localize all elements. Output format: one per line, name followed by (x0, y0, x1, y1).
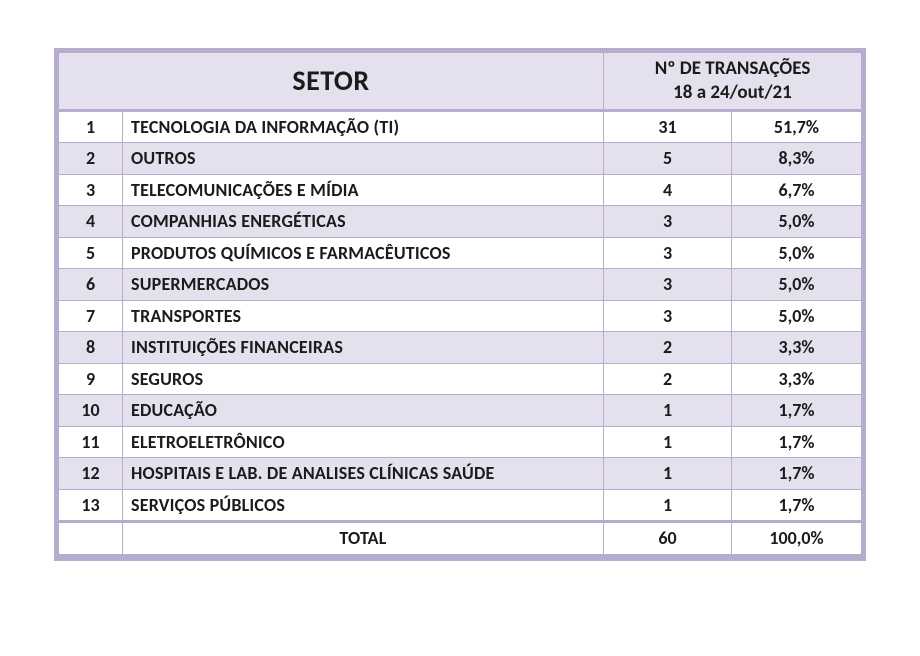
table-row: 9SEGUROS23,3% (59, 363, 862, 395)
cell-count: 1 (604, 426, 732, 458)
cell-count: 2 (604, 363, 732, 395)
header-transactions-line2: 18 a 24/out/21 (610, 81, 855, 105)
cell-rank: 9 (59, 363, 123, 395)
cell-count: 2 (604, 332, 732, 364)
header-transactions-line1: Nº DE TRANSAÇÕES (655, 57, 811, 80)
cell-rank: 5 (59, 237, 123, 269)
cell-count: 31 (604, 110, 732, 143)
cell-percent: 5,0% (732, 269, 862, 301)
cell-percent: 5,0% (732, 300, 862, 332)
cell-count: 5 (604, 143, 732, 175)
cell-sector: SEGUROS (123, 363, 604, 395)
table-body: 1TECNOLOGIA DA INFORMAÇÃO (TI)3151,7%2OU… (59, 110, 862, 555)
cell-percent: 1,7% (732, 395, 862, 427)
page: SETOR Nº DE TRANSAÇÕES 18 a 24/out/21 1T… (0, 0, 920, 656)
cell-rank: 11 (59, 426, 123, 458)
cell-rank: 3 (59, 174, 123, 206)
cell-rank: 6 (59, 269, 123, 301)
cell-percent: 51,7% (732, 110, 862, 143)
transactions-table: SETOR Nº DE TRANSAÇÕES 18 a 24/out/21 1T… (58, 52, 862, 557)
table-row: 12HOSPITAIS E LAB. DE ANALISES CLÍNICAS … (59, 458, 862, 490)
table-row: 7TRANSPORTES35,0% (59, 300, 862, 332)
cell-percent: 1,7% (732, 489, 862, 522)
cell-sector: COMPANHIAS ENERGÉTICAS (123, 206, 604, 238)
cell-total-label: TOTAL (123, 522, 604, 556)
cell-sector: OUTROS (123, 143, 604, 175)
cell-sector: SUPERMERCADOS (123, 269, 604, 301)
cell-sector: SERVIÇOS PÚBLICOS (123, 489, 604, 522)
cell-percent: 5,0% (732, 237, 862, 269)
cell-count: 4 (604, 174, 732, 206)
table-row: 8INSTITUIÇÕES FINANCEIRAS23,3% (59, 332, 862, 364)
cell-sector: TELECOMUNICAÇÕES E MÍDIA (123, 174, 604, 206)
cell-sector: ELETROELETRÔNICO (123, 426, 604, 458)
cell-sector: INSTITUIÇÕES FINANCEIRAS (123, 332, 604, 364)
cell-percent: 3,3% (732, 363, 862, 395)
cell-percent: 8,3% (732, 143, 862, 175)
cell-sector: EDUCAÇÃO (123, 395, 604, 427)
table-row: 10EDUCAÇÃO11,7% (59, 395, 862, 427)
table-row-total: TOTAL60100,0% (59, 522, 862, 556)
cell-rank: 13 (59, 489, 123, 522)
cell-rank: 8 (59, 332, 123, 364)
header-transactions: Nº DE TRANSAÇÕES 18 a 24/out/21 (604, 53, 862, 111)
table-row: 13SERVIÇOS PÚBLICOS11,7% (59, 489, 862, 522)
cell-rank: 1 (59, 110, 123, 143)
table-row: 5PRODUTOS QUÍMICOS E FARMACÊUTICOS35,0% (59, 237, 862, 269)
cell-rank: 12 (59, 458, 123, 490)
cell-sector: HOSPITAIS E LAB. DE ANALISES CLÍNICAS SA… (123, 458, 604, 490)
table-row: 4COMPANHIAS ENERGÉTICAS35,0% (59, 206, 862, 238)
cell-sector: TECNOLOGIA DA INFORMAÇÃO (TI) (123, 110, 604, 143)
cell-sector: PRODUTOS QUÍMICOS E FARMACÊUTICOS (123, 237, 604, 269)
table-header: SETOR Nº DE TRANSAÇÕES 18 a 24/out/21 (59, 53, 862, 111)
cell-count: 1 (604, 458, 732, 490)
table-row: 1TECNOLOGIA DA INFORMAÇÃO (TI)3151,7% (59, 110, 862, 143)
header-sector: SETOR (59, 53, 604, 111)
cell-sector: TRANSPORTES (123, 300, 604, 332)
cell-percent: 1,7% (732, 458, 862, 490)
cell-rank: 7 (59, 300, 123, 332)
cell-total-percent: 100,0% (732, 522, 862, 556)
cell-rank: 10 (59, 395, 123, 427)
cell-count: 3 (604, 206, 732, 238)
table-row: 11ELETROELETRÔNICO11,7% (59, 426, 862, 458)
cell-rank: 4 (59, 206, 123, 238)
cell-percent: 1,7% (732, 426, 862, 458)
cell-count: 1 (604, 395, 732, 427)
cell-count: 3 (604, 300, 732, 332)
cell-rank: 2 (59, 143, 123, 175)
cell-count: 1 (604, 489, 732, 522)
cell-count: 3 (604, 269, 732, 301)
cell-rank (59, 522, 123, 556)
cell-percent: 5,0% (732, 206, 862, 238)
cell-total-count: 60 (604, 522, 732, 556)
cell-count: 3 (604, 237, 732, 269)
table-row: 2OUTROS58,3% (59, 143, 862, 175)
table-row: 6SUPERMERCADOS35,0% (59, 269, 862, 301)
transactions-table-frame: SETOR Nº DE TRANSAÇÕES 18 a 24/out/21 1T… (54, 48, 866, 561)
cell-percent: 6,7% (732, 174, 862, 206)
cell-percent: 3,3% (732, 332, 862, 364)
table-row: 3TELECOMUNICAÇÕES E MÍDIA46,7% (59, 174, 862, 206)
